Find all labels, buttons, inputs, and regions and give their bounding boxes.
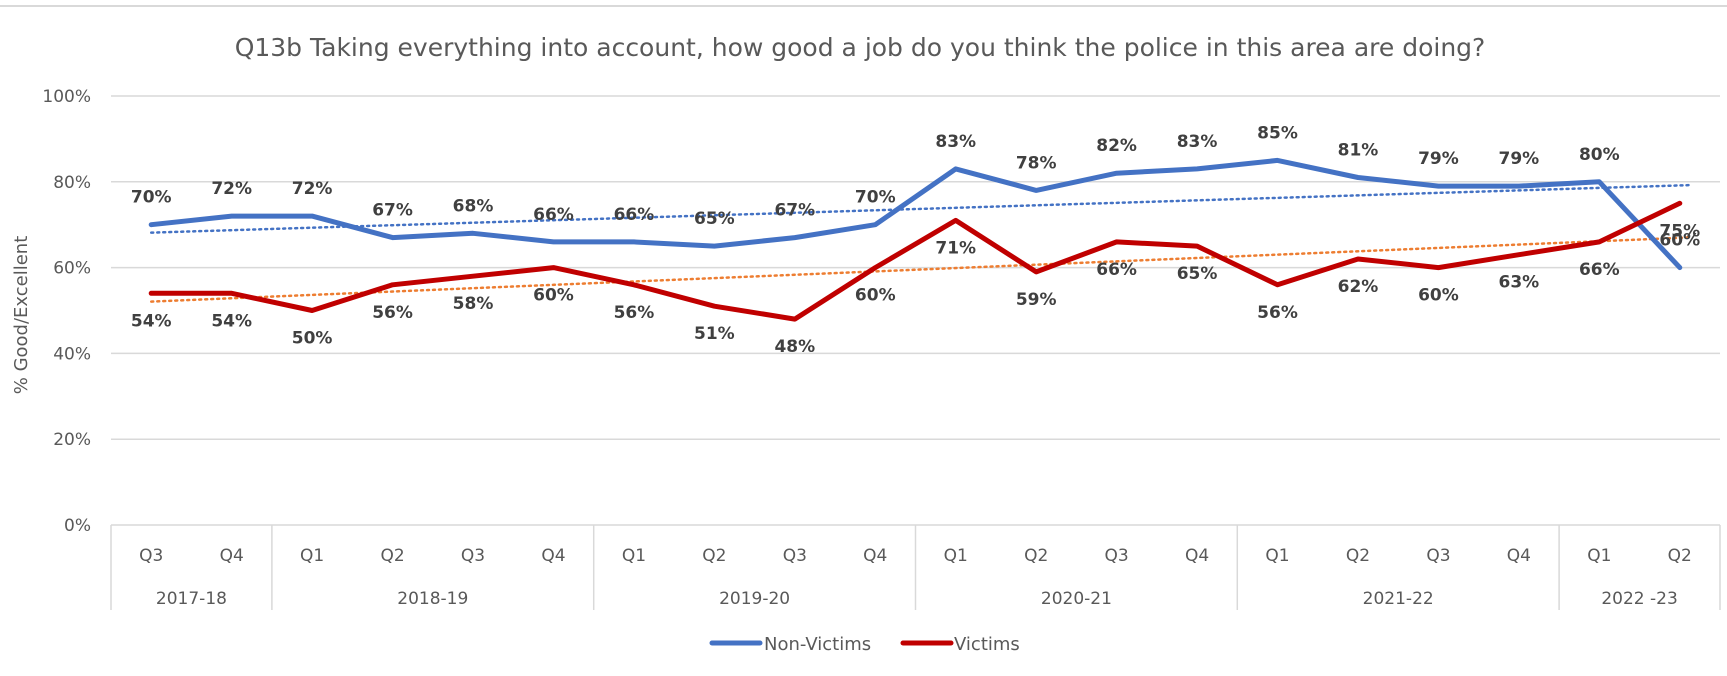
x-tick-label: Q4 xyxy=(220,546,244,566)
data-label: 75% xyxy=(1659,221,1700,241)
data-label: 56% xyxy=(1257,303,1298,323)
data-label: 66% xyxy=(533,205,574,225)
data-label: 82% xyxy=(1096,136,1137,156)
data-label: 65% xyxy=(1177,264,1218,284)
data-label: 48% xyxy=(774,337,815,357)
y-tick-label: 80% xyxy=(53,173,91,193)
data-label: 59% xyxy=(1016,290,1057,310)
x-tick-label: Q2 xyxy=(380,546,404,566)
x-group-label: 2018-19 xyxy=(397,589,468,609)
x-tick-label: Q3 xyxy=(139,546,163,566)
y-tick-label: 0% xyxy=(64,516,91,536)
series-lines xyxy=(148,157,1683,322)
data-label: 60% xyxy=(533,286,574,306)
data-label: 67% xyxy=(372,201,413,221)
data-label: 79% xyxy=(1499,149,1540,169)
data-label: 85% xyxy=(1257,123,1298,143)
data-label: 66% xyxy=(1096,260,1137,280)
data-label: 54% xyxy=(131,311,172,331)
x-tick-label: Q1 xyxy=(622,546,646,566)
trendline-victims xyxy=(149,236,1694,303)
x-tick-label: Q1 xyxy=(1265,546,1289,566)
data-label: 83% xyxy=(935,132,976,152)
data-label: 67% xyxy=(774,201,815,221)
y-tick-label: 40% xyxy=(53,344,91,364)
data-label: 79% xyxy=(1418,149,1459,169)
series-line-non-victims xyxy=(148,157,1683,271)
x-tick-label: Q1 xyxy=(944,546,968,566)
x-tick-label: Q4 xyxy=(541,546,565,566)
data-label: 51% xyxy=(694,324,735,344)
data-label: 70% xyxy=(131,188,172,208)
x-tick-label: Q3 xyxy=(461,546,485,566)
trendlines xyxy=(149,183,1694,303)
y-tick-label: 100% xyxy=(42,87,91,107)
axes: 0% 20% 40% 60% 80% 100% Q3 Q4 Q1 Q2 Q3 Q4 Q1 Q2 Q3 Q4 Q1… xyxy=(42,87,1721,610)
data-label: 63% xyxy=(1499,273,1540,293)
data-label: 70% xyxy=(855,188,896,208)
x-tick-label: Q2 xyxy=(1346,546,1370,566)
y-axis-label: % Good/Excellent xyxy=(11,236,32,395)
x-tick-label: Q3 xyxy=(1105,546,1129,566)
x-tick-label: Q4 xyxy=(863,546,887,566)
data-label: 50% xyxy=(292,329,333,349)
data-label: 71% xyxy=(935,238,976,258)
data-label: 62% xyxy=(1338,277,1379,297)
x-group-label: 2019-20 xyxy=(719,589,790,609)
x-group-label: 2022 -23 xyxy=(1601,589,1677,609)
data-label: 81% xyxy=(1338,141,1379,161)
data-label: 72% xyxy=(211,179,252,199)
data-label: 80% xyxy=(1579,145,1620,165)
y-tick-label: 20% xyxy=(53,430,91,450)
x-tick-label: Q3 xyxy=(783,546,807,566)
data-label: 65% xyxy=(694,209,735,229)
data-label: 66% xyxy=(614,205,655,225)
x-group-label: 2017-18 xyxy=(156,589,227,609)
trendline-non-victims xyxy=(149,183,1694,234)
series-line-victims xyxy=(148,200,1683,322)
data-label: 66% xyxy=(1579,260,1620,280)
x-tick-label: Q2 xyxy=(1668,546,1692,566)
legend: Non-Victims Victims xyxy=(709,634,1020,655)
data-label: 60% xyxy=(855,286,896,306)
data-label: 72% xyxy=(292,179,333,199)
data-labels: 70% 72% 72% 67% 68% 66% 66% 65% 67% 70% 83% 78% 82% 8… xyxy=(131,123,1700,357)
chart-title: Q13b Taking everything into account, how… xyxy=(235,33,1486,62)
x-tick-label: Q4 xyxy=(1507,546,1531,566)
data-label: 68% xyxy=(453,196,494,216)
data-label: 58% xyxy=(453,294,494,314)
x-tick-label: Q3 xyxy=(1426,546,1450,566)
x-group-label: 2020-21 xyxy=(1041,589,1112,609)
x-tick-label: Q1 xyxy=(1587,546,1611,566)
x-tick-label: Q2 xyxy=(702,546,726,566)
data-label: 56% xyxy=(372,303,413,323)
data-label: 83% xyxy=(1177,132,1218,152)
x-group-label: 2021-22 xyxy=(1363,589,1434,609)
x-tick-label: Q1 xyxy=(300,546,324,566)
gridlines xyxy=(111,95,1720,526)
data-label: 78% xyxy=(1016,153,1057,173)
legend-label-non-victims: Non-Victims xyxy=(764,634,871,655)
data-label: 56% xyxy=(614,303,655,323)
data-label: 60% xyxy=(1659,231,1700,251)
legend-label-victims: Victims xyxy=(954,634,1020,655)
y-tick-label: 60% xyxy=(53,259,91,279)
data-label: 54% xyxy=(211,311,252,331)
x-tick-label: Q4 xyxy=(1185,546,1209,566)
x-tick-label: Q2 xyxy=(1024,546,1048,566)
data-label: 60% xyxy=(1418,286,1459,306)
